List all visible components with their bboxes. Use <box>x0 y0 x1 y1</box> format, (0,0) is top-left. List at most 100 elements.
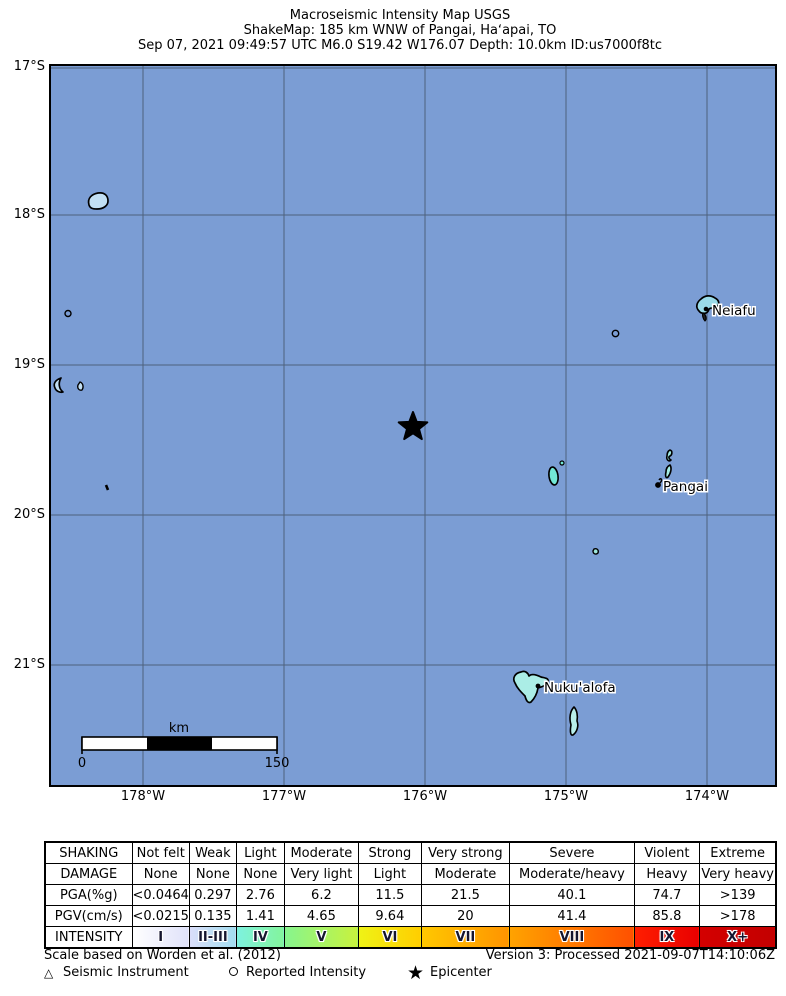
intensity-cell-v: V <box>283 926 359 949</box>
intensity-cell-i: I <box>131 926 190 949</box>
pga-cell: 21.5 <box>420 884 510 906</box>
damage-cell: Very heavy <box>698 863 777 885</box>
shaking-cell: Not felt <box>131 841 190 864</box>
table-row-shaking: SHAKING Not felt Weak Light Moderate Str… <box>44 841 777 864</box>
damage-cell: Heavy <box>633 863 700 885</box>
island-tongatapu <box>512 670 549 704</box>
pga-cell: <0.0464 <box>131 884 190 906</box>
damage-cell: None <box>235 863 285 885</box>
pgv-cell: <0.0215 <box>131 905 190 927</box>
shaking-cell: Very strong <box>420 841 510 864</box>
island-west-crescent <box>53 377 64 394</box>
island-eua <box>569 706 579 736</box>
epicenter-icon: ★ <box>407 962 425 984</box>
pgv-cell: 4.65 <box>283 905 359 927</box>
intensity-cell-ix: IX <box>633 926 700 949</box>
pga-cell: 6.2 <box>283 884 359 906</box>
intensity-cell-iv: IV <box>235 926 285 949</box>
lon-label-175w: 175°W <box>543 789 589 804</box>
neiafu-marker-dot <box>703 306 709 312</box>
lon-label-178w: 178°W <box>120 789 166 804</box>
pga-cell: 74.7 <box>633 884 700 906</box>
intensity-cell-vi: VI <box>357 926 422 949</box>
reported-intensity-circle <box>611 329 620 338</box>
map-title-block: Macroseismic Intensity Map USGS ShakeMap… <box>20 8 780 53</box>
map-title: Macroseismic Intensity Map USGS <box>289 8 511 23</box>
island-haapai-north <box>666 449 673 462</box>
scale-bar-end: 150 <box>265 756 290 771</box>
island-kotu <box>548 466 559 486</box>
table-row-damage: DAMAGE None None None Very light Light M… <box>44 863 777 885</box>
pga-cell: 2.76 <box>235 884 285 906</box>
damage-cell: Moderate <box>420 863 510 885</box>
row-label-pgv: PGV(cm/s) <box>44 905 133 927</box>
shaking-cell: Light <box>235 841 285 864</box>
shaking-cell: Moderate <box>283 841 359 864</box>
intensity-cell-x: X+ <box>698 926 777 949</box>
reported-intensity-icon <box>229 963 238 983</box>
pga-cell: 0.297 <box>188 884 237 906</box>
row-label-shaking: SHAKING <box>44 841 133 864</box>
pga-cell: >139 <box>698 884 777 906</box>
lat-label-20s: 20°S <box>13 507 45 522</box>
island-haapai-south <box>664 464 672 479</box>
pgv-cell: 1.41 <box>235 905 285 927</box>
intensity-legend-table: SHAKING Not felt Weak Light Moderate Str… <box>44 841 778 949</box>
lon-label-177w: 177°W <box>261 789 307 804</box>
shaking-cell: Strong <box>357 841 422 864</box>
shaking-cell: Extreme <box>698 841 777 864</box>
seismic-instrument-icon: △ <box>44 966 54 980</box>
shaking-cell: Violent <box>633 841 700 864</box>
reported-intensity-circle <box>64 309 72 318</box>
pangai-marker-dot <box>655 482 661 488</box>
damage-cell: None <box>131 863 190 885</box>
lon-label-174w: 174°W <box>684 789 730 804</box>
reported-intensity-label: Reported Intensity <box>246 965 367 980</box>
scale-reference-note: Scale based on Worden et al. (2012) <box>44 948 281 963</box>
island-west-small <box>77 381 84 391</box>
island-niuafoou <box>87 192 109 210</box>
map-subtitle: ShakeMap: 185 km WNW of Pangai, Haʻapai,… <box>243 23 557 38</box>
neiafu-label: Neiafu <box>712 303 756 319</box>
pangai-marker-hook <box>658 478 663 484</box>
damage-cell: None <box>188 863 237 885</box>
island-kotu-small <box>559 460 565 466</box>
pgv-cell: >178 <box>698 905 777 927</box>
symbol-legend: △ Seismic Instrument Reported Intensity … <box>44 963 764 983</box>
graticule-grid <box>51 66 775 785</box>
damage-cell: Very light <box>283 863 359 885</box>
row-label-damage: DAMAGE <box>44 863 133 885</box>
lat-label-17s: 17°S <box>13 59 45 74</box>
shaking-cell: Weak <box>188 841 237 864</box>
islands-group <box>53 192 720 736</box>
scale-bar-start: 0 <box>78 756 86 771</box>
scale-bar-unit: km <box>169 721 189 736</box>
scale-bar: km 0 150 <box>78 721 290 771</box>
map-svg: Neiafu Pangai Nuku'alofa km 0 150 <box>51 66 775 785</box>
epicenter-label: Epicenter <box>430 965 492 980</box>
pgv-cell: 9.64 <box>357 905 422 927</box>
reported-intensity-markers <box>64 309 620 338</box>
place-markers <box>535 306 709 689</box>
lat-label-19s: 19°S <box>13 357 45 372</box>
lat-label-21s: 21°S <box>13 657 45 672</box>
pgv-cell: 0.135 <box>188 905 237 927</box>
shaking-cell: Severe <box>508 841 635 864</box>
table-row-intensity: INTENSITY I II-III IV V VI VII VIII IX X… <box>44 926 777 949</box>
damage-cell: Moderate/heavy <box>508 863 635 885</box>
pgv-cell: 85.8 <box>633 905 700 927</box>
table-row-pgv: PGV(cm/s) <0.0215 0.135 1.41 4.65 9.64 2… <box>44 905 777 927</box>
map-canvas: Neiafu Pangai Nuku'alofa km 0 150 <box>49 64 777 787</box>
row-label-pga: PGA(%g) <box>44 884 133 906</box>
intensity-cell-viii: VIII <box>508 926 635 949</box>
pga-cell: 40.1 <box>508 884 635 906</box>
epicenter-star <box>397 411 429 441</box>
row-label-intensity: INTENSITY <box>44 926 133 949</box>
lat-label-18s: 18°S <box>13 207 45 222</box>
pangai-label: Pangai <box>663 479 708 495</box>
pgv-cell: 20 <box>420 905 510 927</box>
event-info-line: Sep 07, 2021 09:49:57 UTC M6.0 S19.42 W1… <box>138 38 662 53</box>
pga-cell: 11.5 <box>357 884 422 906</box>
seismic-instrument-label: Seismic Instrument <box>63 965 189 980</box>
